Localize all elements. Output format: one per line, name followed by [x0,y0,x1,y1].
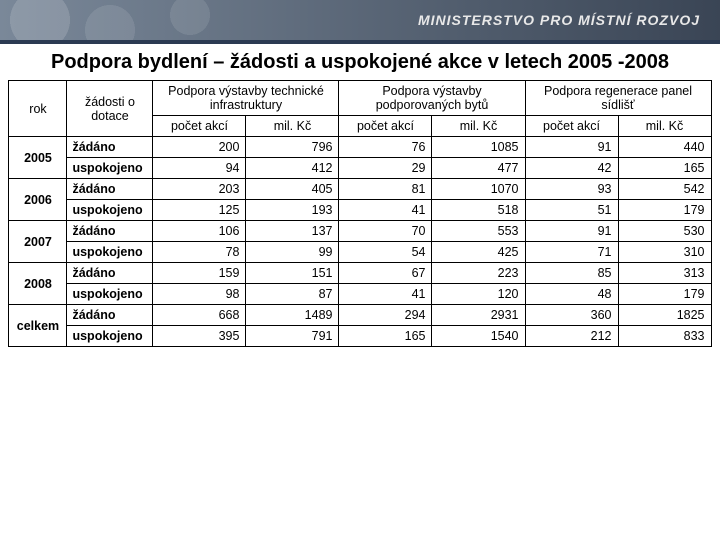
table-cell: 791 [246,326,339,347]
table-cell: 553 [432,221,525,242]
table-cell: 137 [246,221,339,242]
data-table: rok žádosti o dotace Podpora výstavby te… [8,80,711,347]
table-cell: 71 [525,242,618,263]
banner-text: MINISTERSTVO PRO MÍSTNÍ ROZVOJ [418,12,700,28]
table-cell: 179 [618,284,711,305]
table-cell: 98 [153,284,246,305]
table-cell: 78 [153,242,246,263]
page-title: Podpora bydlení – žádosti a uspokojené a… [0,44,720,78]
table-cell: 668 [153,305,246,326]
table-cell: 42 [525,158,618,179]
table-cell: 165 [618,158,711,179]
table-cell: 76 [339,137,432,158]
table-cell: 200 [153,137,246,158]
table-cell: 179 [618,200,711,221]
table-cell: 51 [525,200,618,221]
table-cell: 91 [525,221,618,242]
table-cell: 542 [618,179,711,200]
table-cell: 85 [525,263,618,284]
ministry-banner: MINISTERSTVO PRO MÍSTNÍ ROZVOJ [0,0,720,40]
table-cell: 48 [525,284,618,305]
table-cell: 1540 [432,326,525,347]
table-cell: 395 [153,326,246,347]
table-cell: 425 [432,242,525,263]
th-g1-mil: mil. Kč [246,116,339,137]
table-cell: 1070 [432,179,525,200]
year-cell: 2008 [9,263,67,305]
table-cell: 530 [618,221,711,242]
year-cell: 2005 [9,137,67,179]
row-label-uspokojeno: uspokojeno [67,200,153,221]
table-cell: 29 [339,158,432,179]
table-cell: 159 [153,263,246,284]
table-cell: 70 [339,221,432,242]
row-label-zadano: žádáno [67,179,153,200]
row-label-uspokojeno: uspokojeno [67,242,153,263]
table-cell: 125 [153,200,246,221]
table-cell: 796 [246,137,339,158]
table-cell: 833 [618,326,711,347]
row-label-zadano: žádáno [67,137,153,158]
th-group1: Podpora výstavby technické infrastruktur… [153,81,339,116]
table-cell: 518 [432,200,525,221]
th-g3-pocet: počet akcí [525,116,618,137]
th-g2-pocet: počet akcí [339,116,432,137]
table-cell: 212 [525,326,618,347]
table-cell: 87 [246,284,339,305]
table-cell: 41 [339,200,432,221]
th-g3-mil: mil. Kč [618,116,711,137]
th-group3: Podpora regenerace panel sídlišť [525,81,711,116]
table-cell: 99 [246,242,339,263]
table-cell: 151 [246,263,339,284]
table-cell: 1085 [432,137,525,158]
table-cell: 360 [525,305,618,326]
th-g1-pocet: počet akcí [153,116,246,137]
year-cell: 2007 [9,221,67,263]
table-cell: 477 [432,158,525,179]
table-cell: 165 [339,326,432,347]
table-cell: 223 [432,263,525,284]
row-label-uspokojeno: uspokojeno [67,326,153,347]
table-cell: 1489 [246,305,339,326]
table-cell: 313 [618,263,711,284]
table-cell: 193 [246,200,339,221]
row-label-uspokojeno: uspokojeno [67,158,153,179]
th-group2: Podpora výstavby podporovaných bytů [339,81,525,116]
row-label-zadano: žádáno [67,305,153,326]
table-cell: 54 [339,242,432,263]
table-cell: 203 [153,179,246,200]
table-cell: 2931 [432,305,525,326]
table-cell: 412 [246,158,339,179]
th-g2-mil: mil. Kč [432,116,525,137]
th-rok: rok [9,81,67,137]
row-label-uspokojeno: uspokojeno [67,284,153,305]
table-cell: 106 [153,221,246,242]
table-cell: 405 [246,179,339,200]
table-cell: 94 [153,158,246,179]
table-cell: 93 [525,179,618,200]
row-label-zadano: žádáno [67,263,153,284]
table-cell: 41 [339,284,432,305]
table-cell: 67 [339,263,432,284]
table-cell: 120 [432,284,525,305]
row-label-zadano: žádáno [67,221,153,242]
table-cell: 440 [618,137,711,158]
table-cell: 91 [525,137,618,158]
total-cell: celkem [9,305,67,347]
table-cell: 310 [618,242,711,263]
table-cell: 81 [339,179,432,200]
table-cell: 1825 [618,305,711,326]
th-zadosti: žádosti o dotace [67,81,153,137]
year-cell: 2006 [9,179,67,221]
table-cell: 294 [339,305,432,326]
